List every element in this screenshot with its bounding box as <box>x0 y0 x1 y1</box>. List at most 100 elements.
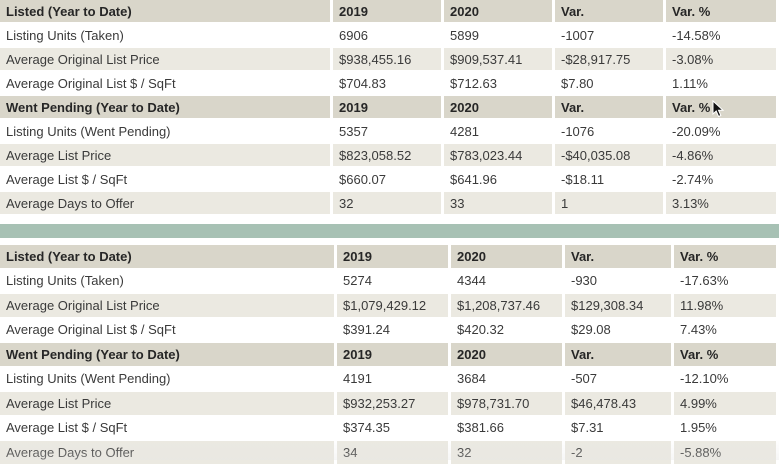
value-2019: $391.24 <box>337 318 451 343</box>
value-var-pct: 4.99% <box>674 392 779 417</box>
value-var: $7.31 <box>565 416 674 441</box>
top-stats-table: Listed (Year to Date) 2019 2020 Var. Var… <box>0 0 779 216</box>
section-header-listed: Listed (Year to Date) 2019 2020 Var. Var… <box>0 0 779 24</box>
value-var-pct: -20.09% <box>666 120 779 144</box>
value-2019: $660.07 <box>333 168 444 192</box>
mouse-pointer-icon <box>712 99 726 118</box>
top-stats-panel: Listed (Year to Date) 2019 2020 Var. Var… <box>0 0 779 216</box>
header-cell-label: Listed (Year to Date) <box>0 245 337 270</box>
header-cell-var: Var. <box>555 0 666 24</box>
table-row: Listing Units (Taken) 6906 5899 -1007 -1… <box>0 24 779 48</box>
value-var: 1 <box>555 192 666 216</box>
value-2020: 4281 <box>444 120 555 144</box>
value-var: $46,478.43 <box>565 392 674 417</box>
value-var: -$28,917.75 <box>555 48 666 72</box>
value-var-pct: 11.98% <box>674 294 779 319</box>
row-label: Listing Units (Went Pending) <box>0 367 337 392</box>
table-row: Average List $ / SqFt $374.35 $381.66 $7… <box>0 416 779 441</box>
header-cell-2019: 2019 <box>333 96 444 120</box>
table-row: Average Original List Price $1,079,429.1… <box>0 294 779 319</box>
header-cell-var-pct: Var. % <box>674 245 779 270</box>
value-2019: 32 <box>333 192 444 216</box>
row-label: Average List Price <box>0 392 337 417</box>
header-cell-2020: 2020 <box>444 0 555 24</box>
value-2020: $978,731.70 <box>451 392 565 417</box>
value-2020: 5899 <box>444 24 555 48</box>
value-var: -507 <box>565 367 674 392</box>
value-var: $7.80 <box>555 72 666 96</box>
section-header-went-pending: Went Pending (Year to Date) 2019 2020 Va… <box>0 96 779 120</box>
header-cell-2020: 2020 <box>444 96 555 120</box>
header-cell-var-pct: Var. % <box>674 343 779 368</box>
header-cell-2019: 2019 <box>333 0 444 24</box>
value-2019: 4191 <box>337 367 451 392</box>
value-var-pct: -14.58% <box>666 24 779 48</box>
value-2020: 33 <box>444 192 555 216</box>
header-cell-label: Listed (Year to Date) <box>0 0 333 24</box>
value-2019: $1,079,429.12 <box>337 294 451 319</box>
value-var: -930 <box>565 269 674 294</box>
header-cell-2019: 2019 <box>337 343 451 368</box>
value-var: -1076 <box>555 120 666 144</box>
row-label: Listing Units (Taken) <box>0 24 333 48</box>
bottom-stats-table: Listed (Year to Date) 2019 2020 Var. Var… <box>0 245 779 466</box>
value-var-pct: 1.11% <box>666 72 779 96</box>
section-header-went-pending: Went Pending (Year to Date) 2019 2020 Va… <box>0 343 779 368</box>
header-cell-label: Went Pending (Year to Date) <box>0 96 333 120</box>
bottom-stats-panel: Listed (Year to Date) 2019 2020 Var. Var… <box>0 245 779 466</box>
value-var-pct: 3.13% <box>666 192 779 216</box>
row-label: Average Original List $ / SqFt <box>0 318 337 343</box>
value-var: -$18.11 <box>555 168 666 192</box>
value-var: -$40,035.08 <box>555 144 666 168</box>
table-row: Average Days to Offer 32 33 1 3.13% <box>0 192 779 216</box>
value-2019: $704.83 <box>333 72 444 96</box>
value-2019: 5274 <box>337 269 451 294</box>
value-var: $29.08 <box>565 318 674 343</box>
value-2019: $374.35 <box>337 416 451 441</box>
value-2019: 5357 <box>333 120 444 144</box>
row-label: Average List $ / SqFt <box>0 168 333 192</box>
row-label: Average List Price <box>0 144 333 168</box>
row-label: Average Days to Offer <box>0 441 337 466</box>
header-cell-2020: 2020 <box>451 245 565 270</box>
value-2020: 32 <box>451 441 565 466</box>
value-var: -1007 <box>555 24 666 48</box>
table-row: Average Days to Offer 34 32 -2 -5.88% <box>0 441 779 466</box>
value-var: $129,308.34 <box>565 294 674 319</box>
table-row: Average List Price $932,253.27 $978,731.… <box>0 392 779 417</box>
section-header-listed: Listed (Year to Date) 2019 2020 Var. Var… <box>0 245 779 270</box>
table-row: Average Original List $ / SqFt $704.83 $… <box>0 72 779 96</box>
value-2019: $938,455.16 <box>333 48 444 72</box>
value-2020: 3684 <box>451 367 565 392</box>
value-2020: $712.63 <box>444 72 555 96</box>
value-2019: 6906 <box>333 24 444 48</box>
panel-divider <box>0 224 779 238</box>
table-row: Listing Units (Taken) 5274 4344 -930 -17… <box>0 269 779 294</box>
value-2020: $909,537.41 <box>444 48 555 72</box>
header-cell-2019: 2019 <box>337 245 451 270</box>
value-2019: 34 <box>337 441 451 466</box>
value-var-pct: -17.63% <box>674 269 779 294</box>
value-var-pct: -5.88% <box>674 441 779 466</box>
row-label: Listing Units (Taken) <box>0 269 337 294</box>
value-var-pct: 1.95% <box>674 416 779 441</box>
value-2020: $641.96 <box>444 168 555 192</box>
header-cell-var: Var. <box>555 96 666 120</box>
header-cell-var: Var. <box>565 343 674 368</box>
value-var-pct: 7.43% <box>674 318 779 343</box>
table-row: Average List Price $823,058.52 $783,023.… <box>0 144 779 168</box>
value-var-pct: -4.86% <box>666 144 779 168</box>
value-2020: $420.32 <box>451 318 565 343</box>
table-row: Average List $ / SqFt $660.07 $641.96 -$… <box>0 168 779 192</box>
row-label: Average Original List $ / SqFt <box>0 72 333 96</box>
header-cell-var-pct: Var. % <box>666 96 779 120</box>
row-label: Average Original List Price <box>0 48 333 72</box>
value-var-pct: -12.10% <box>674 367 779 392</box>
value-2020: $381.66 <box>451 416 565 441</box>
header-cell-label: Went Pending (Year to Date) <box>0 343 337 368</box>
value-var-pct: -3.08% <box>666 48 779 72</box>
row-label: Average List $ / SqFt <box>0 416 337 441</box>
header-cell-2020: 2020 <box>451 343 565 368</box>
row-label: Listing Units (Went Pending) <box>0 120 333 144</box>
value-var: -2 <box>565 441 674 466</box>
